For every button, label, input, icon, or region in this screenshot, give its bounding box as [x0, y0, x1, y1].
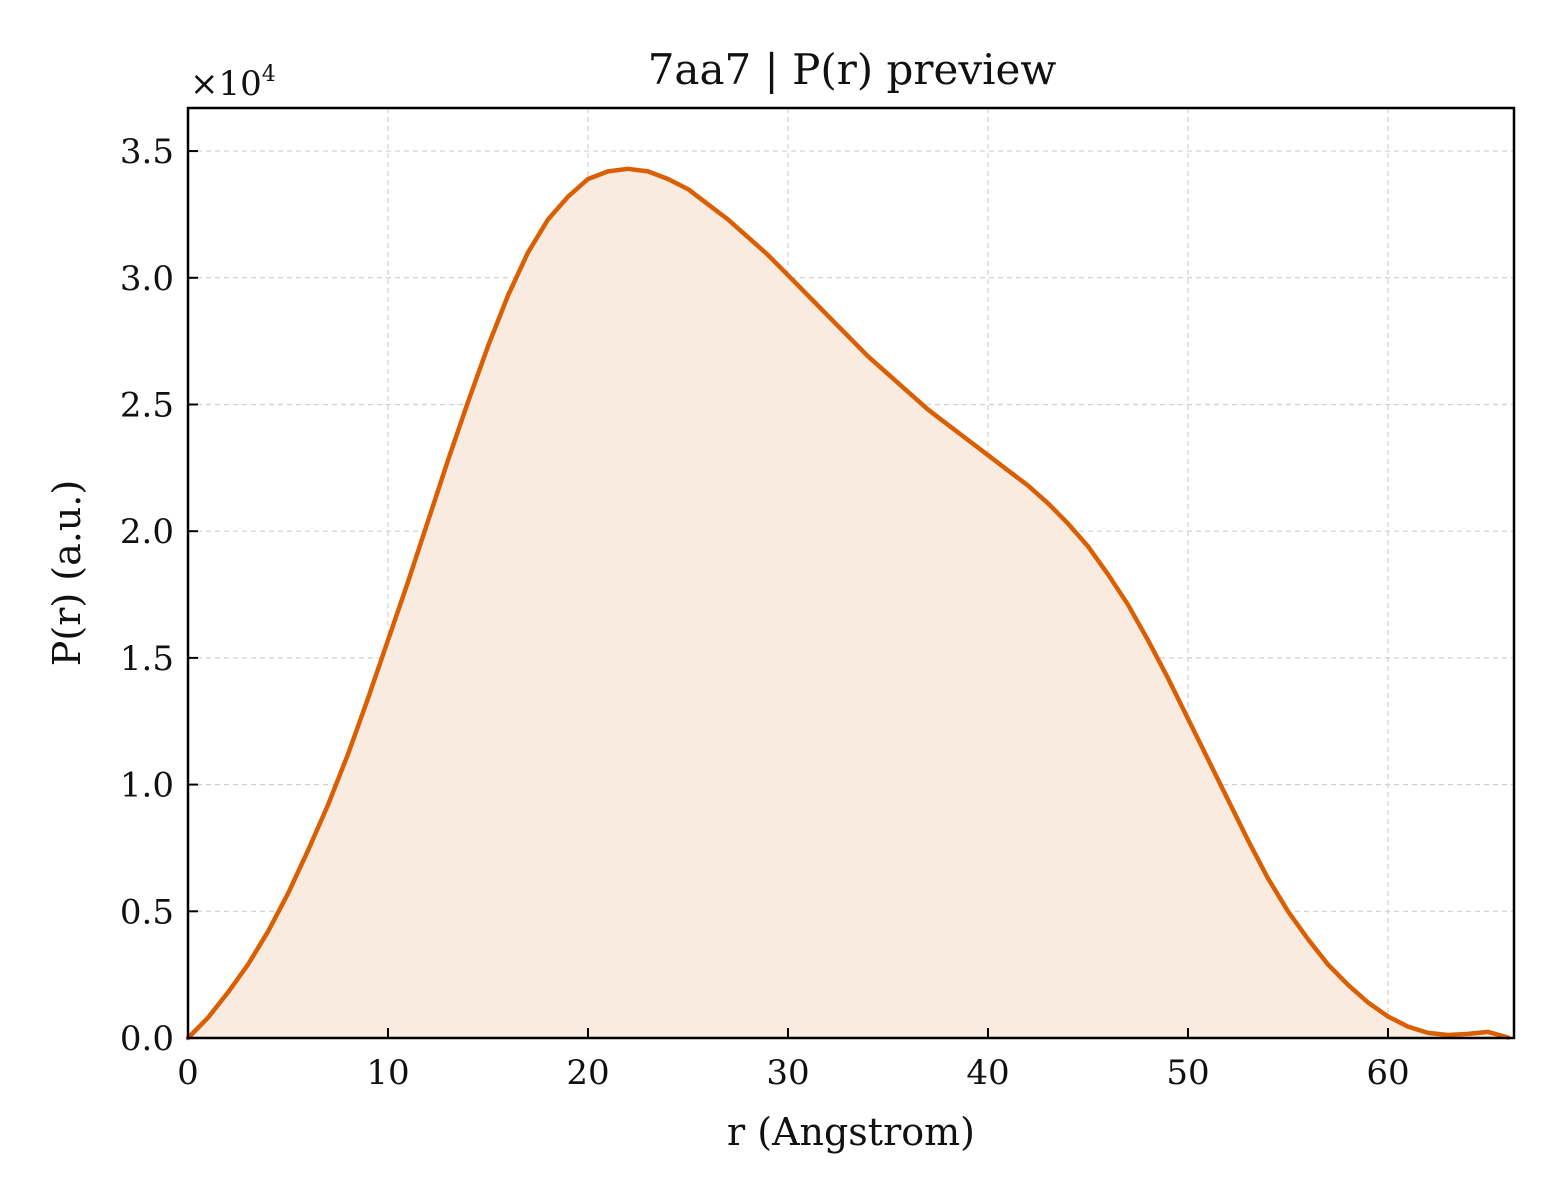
y-tick-label: 1.5 — [120, 639, 174, 679]
y-tick-label: 0.5 — [120, 892, 174, 932]
x-tick-label: 30 — [766, 1053, 809, 1093]
y-tick-label: 3.0 — [120, 259, 174, 299]
x-tick-label: 10 — [366, 1053, 409, 1093]
x-tick-label: 40 — [966, 1053, 1009, 1093]
chart-title: 7aa7 | P(r) preview — [648, 45, 1057, 94]
axis-ticks: 0 10 20 30 40 50 60 0.0 0.5 1.0 1.5 2.0 2.5 3.0 3.5 — [120, 132, 1410, 1093]
x-axis-title: r (Angstrom) — [727, 1110, 975, 1154]
y-tick-label: 1.0 — [120, 766, 174, 806]
pr-series-line — [185, 166, 1511, 1041]
plot-frame — [186, 106, 1516, 1040]
x-tick-label: 0 — [177, 1053, 199, 1093]
x-tick-label: 60 — [1366, 1053, 1409, 1093]
y-offset-base: ×10 — [190, 64, 262, 104]
y-tick-label: 2.0 — [120, 512, 174, 552]
x-tick-label: 50 — [1166, 1053, 1209, 1093]
y-tick-label: 3.5 — [120, 132, 174, 172]
y-offset-label: ×104 — [190, 62, 276, 104]
y-tick-label: 2.5 — [120, 385, 174, 425]
pr-area-fill — [188, 168, 1508, 1039]
y-axis-title: P(r) (a.u.) — [45, 480, 89, 666]
y-offset-exponent: 4 — [262, 62, 276, 87]
x-tick-label: 20 — [566, 1053, 609, 1093]
y-tick-label: 0.0 — [120, 1019, 174, 1059]
